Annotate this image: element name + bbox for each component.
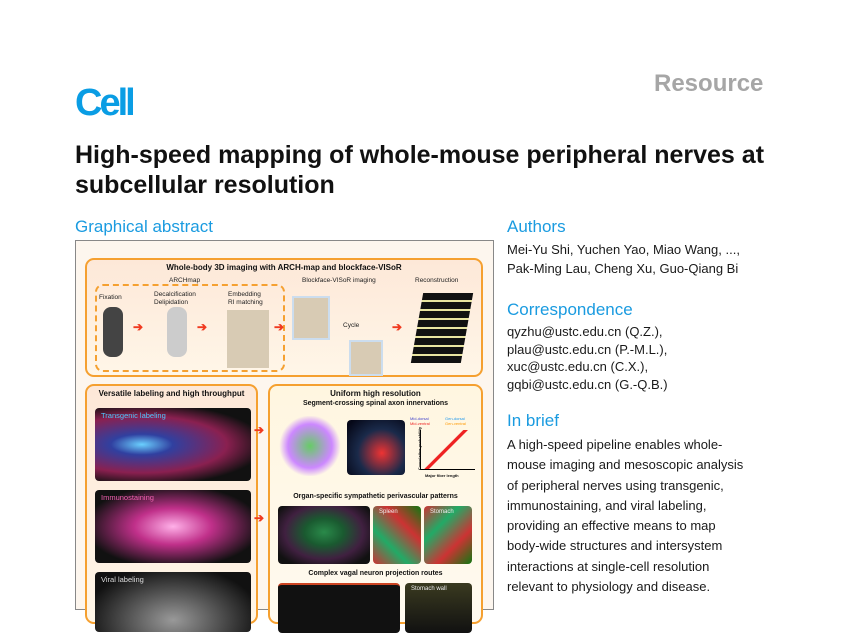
- section-subtitle: Segment-crossing spinal axon innervation…: [302, 400, 449, 407]
- mouse-image: [167, 307, 187, 357]
- embedded-block-image: [227, 310, 269, 368]
- right-panel: Uniform high resolution Segment-crossing…: [268, 384, 483, 633]
- in-brief-text: A high-speed pipeline enables whole- mou…: [507, 435, 743, 597]
- authors-list: Mei-Yu Shi, Yuchen Yao, Miao Wang, ..., …: [507, 240, 740, 278]
- legend-entry: Gen-dorsal: [445, 416, 465, 421]
- viral-image: Viral labeling: [95, 572, 251, 632]
- left-panel: Versatile labeling and high throughput T…: [85, 384, 258, 632]
- email-link[interactable]: qyzhu@ustc.edu.cn (Q.Z.),: [507, 324, 663, 339]
- legend-entry: Mid-ventral: [410, 421, 430, 426]
- image-label: Transgenic labeling: [101, 411, 166, 420]
- transgenic-image: Transgenic labeling: [95, 408, 251, 481]
- arrow-icon: ➔: [254, 423, 265, 437]
- section-subtitle: Organ-specific sympathetic perivascular …: [293, 493, 458, 500]
- step-label: Delipidation: [154, 299, 188, 306]
- stomach-image: Stomach: [424, 506, 472, 564]
- text-line: interactions at single-cell resolution: [507, 558, 710, 574]
- image-label: Viral labeling: [101, 575, 144, 584]
- journal-logo: Cell: [75, 82, 136, 124]
- axon-rendering-image: [278, 416, 342, 476]
- step-label: Reconstruction: [415, 277, 459, 284]
- author-line: Pak-Ming Lau, Cheng Xu, Guo-Qiang Bi: [507, 261, 739, 276]
- axon-closeup-image: [347, 420, 405, 475]
- in-brief-heading: In brief: [507, 411, 559, 430]
- graphical-abstract: Whole-body 3D imaging with ARCH-map and …: [75, 240, 494, 633]
- left-panel-title: Versatile labeling and high throughput: [98, 389, 245, 398]
- text-line: relevant to physiology and disease.: [507, 579, 711, 595]
- arrow-icon: ➔: [197, 320, 208, 334]
- vagal-projection-image: [278, 583, 400, 633]
- article-type: Resource: [654, 70, 764, 97]
- step-label: Cycle: [343, 322, 360, 329]
- graphical-abstract-heading: Graphical abstract: [75, 217, 213, 236]
- mouse-image: [103, 307, 123, 357]
- right-panel-title: Uniform high resolution: [330, 389, 421, 398]
- correspondence-heading: Correspondence: [507, 300, 633, 319]
- archmap-label: ARCHmap: [169, 277, 201, 284]
- text-line: mouse imaging and mesoscopic analysis: [507, 457, 744, 473]
- step-label: Blockface-VISoR imaging: [302, 277, 376, 284]
- spleen-image: Spleen: [373, 506, 421, 564]
- cumulative-plot: Mid-dorsal Mid-ventral Gen-dorsal Gen-ve…: [410, 416, 478, 480]
- imaging-block-image: [349, 340, 383, 376]
- legend-entry: Gen-ventral: [445, 421, 466, 426]
- arrow-icon: ➔: [133, 320, 144, 334]
- authors-heading: Authors: [507, 217, 566, 236]
- immunostaining-image: Immunostaining: [95, 490, 251, 563]
- text-line: providing an effective means to map: [507, 518, 716, 534]
- reconstruction-stack-image: [410, 293, 474, 363]
- image-label: Immunostaining: [101, 493, 154, 502]
- text-line: immunostaining, and viral labeling,: [507, 497, 707, 513]
- email-link[interactable]: xuc@ustc.edu.cn (C.X.),: [507, 359, 649, 374]
- top-panel-title: Whole-body 3D imaging with ARCH-map and …: [166, 263, 402, 272]
- text-line: of peripheral nerves using transgenic,: [507, 477, 724, 493]
- organ-image: [278, 506, 370, 564]
- text-line: body-wide structures and intersystem: [507, 538, 723, 554]
- x-axis-label: Major fiber length: [425, 473, 459, 478]
- arrow-icon: ➔: [274, 320, 285, 334]
- text-line: A high-speed pipeline enables whole-: [507, 437, 723, 452]
- correspondence-list: qyzhu@ustc.edu.cn (Q.Z.), plau@ustc.edu.…: [507, 323, 668, 393]
- step-label: RI matching: [228, 299, 263, 306]
- arrow-icon: ➔: [392, 320, 403, 334]
- image-label: Stomach: [430, 509, 454, 515]
- image-label: Stomach wall: [411, 586, 447, 592]
- email-link[interactable]: gqbi@ustc.edu.cn (G.-Q.B.): [507, 376, 668, 392]
- author-line: Mei-Yu Shi, Yuchen Yao, Miao Wang, ...,: [507, 242, 740, 257]
- email-link[interactable]: plau@ustc.edu.cn (P.-M.L.),: [507, 341, 668, 357]
- y-axis-label: Cumulative probability: [417, 426, 423, 471]
- arrow-icon: ➔: [254, 511, 265, 525]
- step-label: Fixation: [99, 294, 122, 301]
- stomach-wall-image: Stomach wall: [405, 583, 472, 633]
- imaging-block-image: [292, 296, 330, 340]
- top-panel: Whole-body 3D imaging with ARCH-map and …: [85, 258, 483, 377]
- section-subtitle: Complex vagal neuron projection routes: [308, 570, 443, 577]
- article-title: High-speed mapping of whole-mouse periph…: [75, 141, 765, 199]
- step-label: Embedding: [228, 291, 261, 298]
- step-label: Decalcification: [154, 291, 196, 298]
- image-label: Spleen: [379, 509, 398, 515]
- legend-entry: Mid-dorsal: [410, 416, 429, 421]
